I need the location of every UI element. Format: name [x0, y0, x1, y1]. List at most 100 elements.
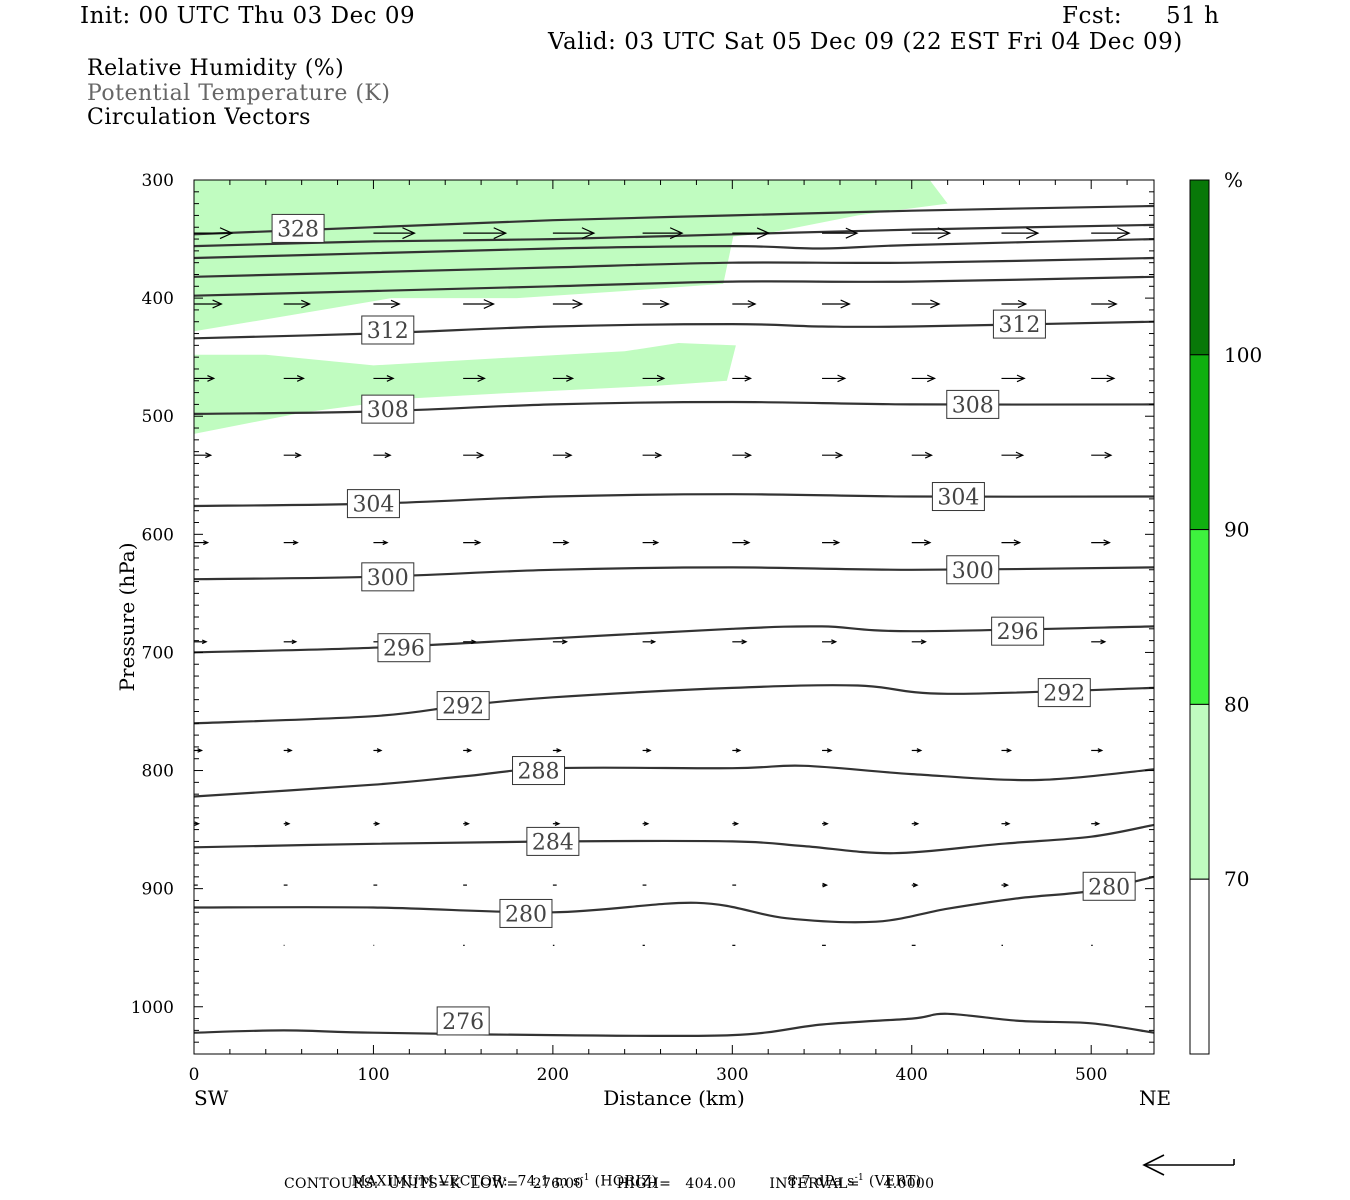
- circulation-vector-head-1-10: [1108, 299, 1118, 309]
- colorbar-level-90: 90: [1224, 518, 1249, 542]
- x-end-label-right: NE: [1139, 1086, 1171, 1110]
- colorbar-level-100: 100: [1224, 343, 1262, 367]
- colorbar-level-70: 70: [1224, 867, 1249, 891]
- circulation-vector-head-7-8: [913, 821, 920, 827]
- circulation-vector-head-2-10: [1106, 374, 1116, 383]
- circulation-vector-head-0-9: [1026, 227, 1040, 239]
- x-tick-label-500: 500: [1075, 1065, 1107, 1085]
- theta-label-0: 328: [277, 217, 319, 242]
- theta-contour-21: [194, 1012, 1154, 1038]
- theta-label-15: 292: [442, 695, 484, 720]
- max-vector-horiz: 74.1 m s: [517, 1173, 581, 1190]
- footer-contours: CONTOURS: UNITS=K LOW= 276.00 HIGH= 404.…: [284, 1176, 935, 1192]
- theta-contour-2: [194, 238, 1154, 260]
- circulation-vector-head-6-7: [826, 748, 833, 753]
- circulation-vector-head-5-6: [741, 639, 748, 645]
- circulation-vector-head-4-2: [382, 540, 389, 546]
- max-vector-vert-exp: -1: [854, 1173, 865, 1183]
- theta-label-box-6: [992, 309, 1046, 339]
- circulation-vector-head-2-9: [1016, 374, 1026, 383]
- rh-shade-region-3: [194, 343, 736, 434]
- y-tick-label-900: 900: [142, 880, 174, 900]
- circulation-vector-head-6-0: [197, 748, 204, 753]
- theta-contour-17: [194, 764, 1154, 798]
- y-tick-label-1000: 1000: [131, 998, 174, 1018]
- circulation-vector-head-5-4: [561, 639, 569, 645]
- theta-label-box-7: [361, 394, 415, 424]
- circulation-vector-head-1-4: [572, 299, 584, 309]
- x-tick-label-300: 300: [716, 1065, 748, 1085]
- y-tick-label-800: 800: [142, 762, 174, 782]
- circulation-vector-head-2-0: [207, 375, 216, 382]
- circulation-vector-head-4-10: [1103, 539, 1111, 546]
- max-vector-label: MAXIMUM VECTOR:: [351, 1173, 508, 1190]
- y-tick-label-700: 700: [142, 643, 174, 663]
- circulation-vector-head-0-10: [1116, 227, 1131, 240]
- circulation-vector-head-7-7: [823, 821, 829, 827]
- circulation-vector-head-3-6: [744, 452, 753, 459]
- circulation-vector-head-6-5: [645, 748, 652, 753]
- circulation-vector-head-7-0: [194, 821, 201, 827]
- cross-section-chart: 328 312 312 308 308 304 304 300 300 296 296 292 292 2…: [115, 168, 1262, 1110]
- theta-label-box-16: [1037, 678, 1091, 708]
- forecast-label: Fcst:: [1062, 3, 1123, 29]
- theta-label-box-0: [271, 213, 325, 243]
- theta-label-box-10: [931, 482, 985, 512]
- forecast-hour: 51 h: [1166, 3, 1220, 29]
- colorbar-segment-3: [1189, 703, 1210, 880]
- circulation-vector-head-1-8: [930, 299, 941, 309]
- theta-label-box-17: [512, 756, 566, 786]
- theta-contour-13: [194, 625, 1154, 654]
- circulation-vector-head-6-10: [1097, 748, 1104, 753]
- rh-shade-region-1: [194, 194, 769, 254]
- circulation-vector-head-8-7: [822, 882, 829, 888]
- theta-contour-0: [194, 204, 1154, 236]
- theta-label-9: 304: [352, 493, 394, 518]
- circulation-vector-head-2-4: [566, 375, 575, 382]
- theta-label-20: 280: [1088, 875, 1130, 900]
- theta-contour-19: [194, 875, 1154, 924]
- circulation-vector-head-1-2: [390, 299, 401, 309]
- circulation-vector-head-7-5: [643, 821, 650, 827]
- theta-label-box-20: [1082, 871, 1136, 901]
- colorbar-unit: %: [1224, 168, 1243, 192]
- circulation-vector-head-3-2: [384, 452, 392, 459]
- theta-label-box-13: [377, 633, 431, 663]
- circulation-vector-head-8-8: [912, 882, 919, 888]
- circulation-vector-head-0-5: [669, 227, 684, 240]
- theta-label-box-21: [436, 1006, 490, 1036]
- circulation-vector-head-0-3: [493, 227, 508, 240]
- max-vector-horiz-exp: -1: [580, 1173, 590, 1183]
- circulation-vector-head-3-5: [654, 452, 663, 459]
- y-tick-label-600: 600: [142, 525, 174, 545]
- init-time: Init: 00 UTC Thu 03 Dec 09: [80, 3, 416, 29]
- circulation-vector-head-2-5: [656, 374, 666, 383]
- theta-label-14: 296: [997, 620, 1039, 645]
- circulation-vector-head-3-7: [835, 451, 844, 459]
- theta-label-6: 312: [998, 313, 1040, 338]
- circulation-vector-head-5-1: [291, 639, 298, 645]
- theta-contour-18: [194, 823, 1154, 855]
- circulation-vector-head-8-9: [1003, 882, 1010, 888]
- circulation-vector-head-4-9: [1013, 539, 1022, 546]
- theta-label-7: 308: [367, 398, 409, 423]
- footer-max-vector-vert: 8.7 dPa s-1 (VERT): [778, 1157, 922, 1190]
- theta-contour-9: [194, 493, 1154, 508]
- circulation-vector-head-2-1: [296, 375, 305, 382]
- colorbar-segment-1: [1189, 354, 1210, 531]
- theta-label-box-8: [946, 389, 1000, 419]
- theta-label-box-5: [361, 315, 415, 345]
- circulation-vector-head-2-3: [477, 374, 486, 383]
- theta-label-18: 284: [532, 830, 574, 855]
- theta-label-box-18: [526, 826, 580, 856]
- reference-vector-arrow: [1142, 1154, 1235, 1176]
- theta-contour-1: [194, 223, 1154, 248]
- circulation-vector-head-0-0: [219, 227, 234, 240]
- theta-label-11: 300: [367, 566, 409, 591]
- circulation-vector-head-4-6: [743, 539, 751, 546]
- theta-label-box-11: [361, 562, 415, 592]
- max-vector-horiz-tag: (HORIZ): [594, 1173, 658, 1190]
- circulation-vector-head-1-7: [840, 299, 851, 309]
- rh-shade-region-2: [194, 215, 738, 332]
- theta-label-box-15: [436, 691, 490, 721]
